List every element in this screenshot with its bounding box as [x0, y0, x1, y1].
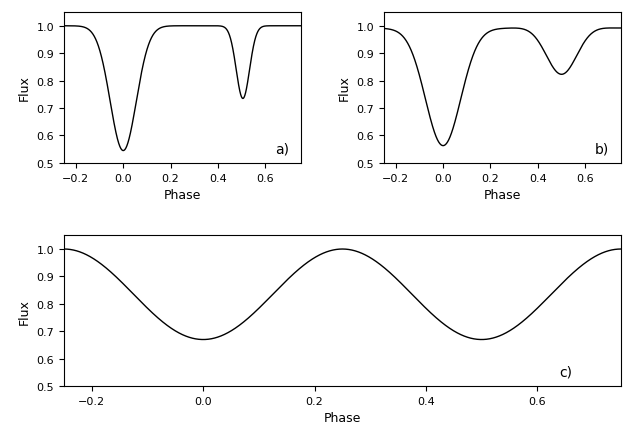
Text: c): c)	[559, 365, 573, 379]
X-axis label: Phase: Phase	[484, 189, 521, 202]
X-axis label: Phase: Phase	[324, 411, 361, 424]
X-axis label: Phase: Phase	[164, 189, 201, 202]
Y-axis label: Flux: Flux	[338, 76, 351, 101]
Text: b): b)	[595, 142, 609, 156]
Text: a): a)	[275, 142, 289, 156]
Y-axis label: Flux: Flux	[18, 76, 31, 101]
Y-axis label: Flux: Flux	[18, 298, 31, 324]
